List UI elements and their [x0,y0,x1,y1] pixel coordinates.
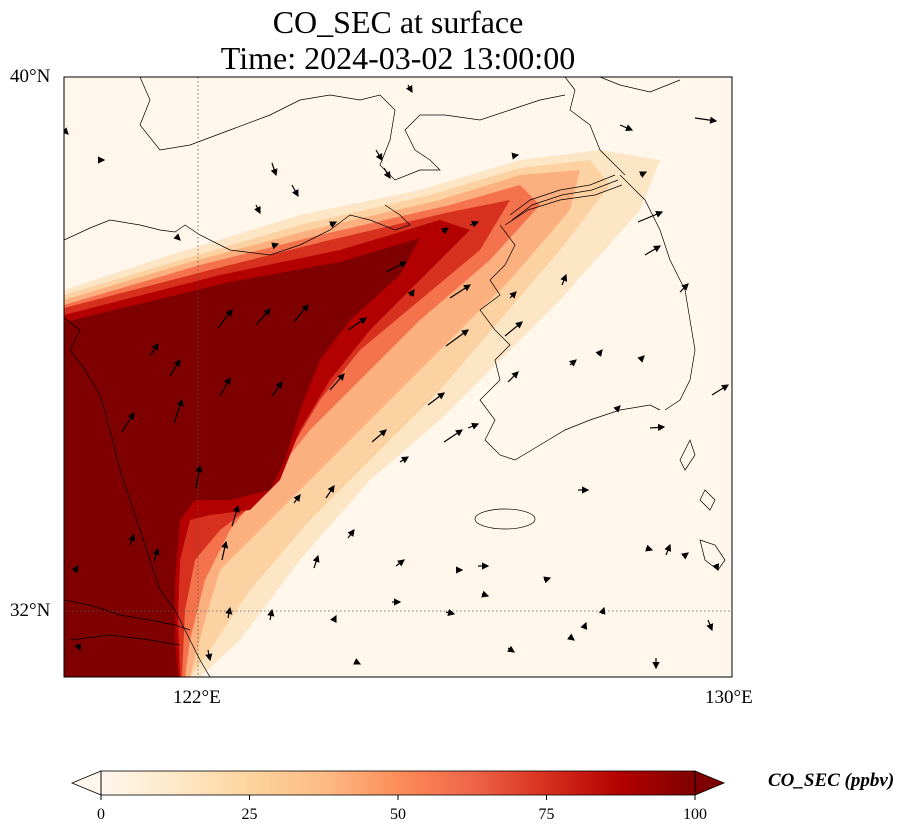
wind-arrow [270,162,278,177]
wind-arrow [613,405,621,413]
wind-arrow [64,127,69,135]
wind-arrow [507,645,515,653]
wind-arrow [706,619,714,632]
wind-arrow [645,544,654,552]
wind-arrow [580,621,588,630]
wind-arrow [445,329,469,347]
wind-arrow [467,422,480,430]
wind-arrow [399,456,410,464]
wind-arrow [449,284,472,299]
colorbar-tick-0: 0 [97,806,105,823]
wind-arrow [271,381,283,397]
colorbar-min-extend [70,770,102,796]
coastlines [64,77,726,677]
wind-arrow [231,504,240,527]
lon-tick-130e: 130°E [705,687,753,708]
wind-arrow [217,309,233,329]
wind-arrow [152,547,160,562]
wind-arrow [325,485,335,499]
wind-arrow [567,633,575,641]
colorbar-tick-75: 75 [538,806,555,823]
wind-arrow [71,565,79,573]
wind-arrow [312,554,320,569]
colorbar-label: CO_SEC (ppbv) [768,770,895,791]
lon-tick-122e: 122°E [173,687,221,708]
colorbar-max-extend [694,770,726,796]
wind-arrow [507,371,519,383]
wind-vectors [64,84,730,670]
wind-arrow [681,552,689,560]
wind-arrow [445,609,456,617]
lat-tick-40n: 40°N [10,66,51,87]
wind-arrow [427,392,445,406]
wind-arrow [560,273,568,286]
wind-arrow [173,398,184,424]
wind-arrow [347,529,355,539]
wind-arrow [711,384,730,396]
wind-arrow [509,291,517,299]
wind-arrow [205,649,213,662]
wind-arrow [195,464,203,489]
wind-arrow [267,608,275,621]
wind-arrow [649,423,666,432]
wind-arrow [371,429,387,443]
wind-arrow [293,304,309,323]
wind-arrow [469,220,480,228]
map-frame [63,76,733,678]
wind-arrow [644,245,662,256]
wind-arrow [353,658,362,665]
wind-arrow [121,411,135,433]
wind-arrow [639,171,648,178]
wind-arrow [511,152,520,160]
wind-arrow [255,308,271,326]
wind-arrow [385,261,408,273]
wind-arrow [74,643,82,652]
wind-arrow [694,116,718,124]
wind-arrow [407,289,415,297]
wind-arrow [329,373,345,391]
wind-arrow [679,283,689,293]
wind-arrow [291,184,299,198]
wind-arrow [254,204,261,215]
colorbar-tick-50: 50 [390,806,406,823]
wind-arrow [441,227,449,235]
wind-arrow [128,533,136,546]
wind-arrow [330,614,337,623]
wind-arrow [221,540,229,561]
wind-arrow [598,606,606,615]
wind-arrow [543,576,552,584]
wind-arrow [664,543,672,556]
wind-arrow [169,358,181,377]
map-title-line-2: Time: 2024-03-02 13:00:00 [220,40,576,76]
wind-arrow [225,606,233,619]
wind-arrow [383,167,391,180]
wind-arrow [637,355,645,363]
wind-arrow [619,124,634,132]
wind-arrow [712,563,720,572]
wind-arrow [293,494,301,504]
map-title-line-1: CO_SEC at surface [272,4,524,40]
wind-arrow [375,149,383,162]
wind-arrow [595,349,603,357]
colorbar-tick-25: 25 [241,806,258,823]
wind-arrow [481,590,490,598]
wind-arrow [637,210,664,223]
wind-arrow [395,559,405,567]
wind-arrow [443,429,463,443]
wind-arrow [271,242,280,250]
wind-arrow [504,321,523,337]
wind-arrow [329,221,338,228]
wind-arrow [173,233,181,241]
colorbar [70,770,726,800]
wind-arrow [219,376,231,397]
wind-arrow [149,343,159,357]
wind-arrow [347,317,367,331]
colorbar-gradient [101,771,695,795]
wind-arrow [569,359,577,367]
colorbar-tick-100: 100 [683,806,707,823]
wind-arrow [405,84,413,94]
lat-tick-32n: 32°N [10,600,51,621]
